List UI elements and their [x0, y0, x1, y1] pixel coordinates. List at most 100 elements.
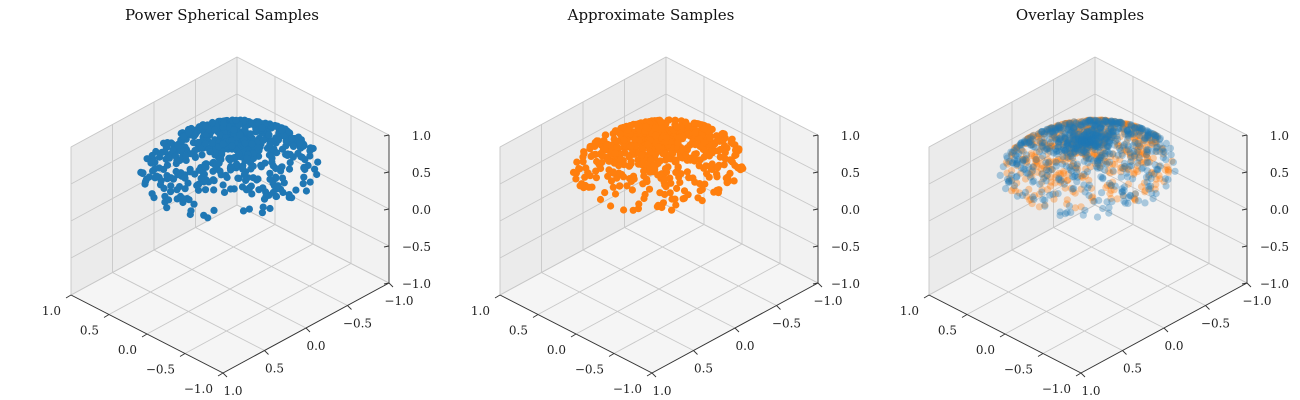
scatter-point — [1091, 122, 1099, 130]
scatter-point — [1097, 153, 1105, 161]
scatter-point — [1003, 169, 1011, 177]
scatter-point — [1082, 140, 1090, 148]
scatter-point — [1104, 120, 1112, 128]
scatter-point — [1056, 211, 1064, 219]
scatter-point — [1102, 117, 1110, 125]
scatter-point — [1146, 137, 1154, 145]
scatter-point — [1068, 154, 1077, 162]
scatter-point — [1112, 155, 1120, 163]
scatter-point — [1091, 142, 1099, 150]
scatter-point — [1052, 126, 1060, 134]
scatter-point — [1065, 148, 1074, 156]
scatter-point — [1021, 188, 1029, 196]
scatter-point — [1059, 153, 1067, 161]
scatter-point — [1075, 130, 1083, 138]
scatter-point — [1080, 128, 1088, 136]
scatter-point — [1066, 119, 1074, 127]
scatter-point — [1086, 130, 1094, 138]
scatter-point — [1022, 169, 1030, 177]
scatter-point — [1091, 121, 1099, 129]
scatter-point — [1013, 146, 1021, 154]
scatter-point — [611, 190, 620, 198]
scatter-point — [1022, 139, 1031, 148]
scatter-point — [1013, 160, 1021, 168]
scatter-point — [1089, 193, 1097, 201]
scatter-point — [1107, 117, 1115, 125]
scatter-point — [674, 139, 682, 147]
scatter-point — [1054, 121, 1063, 129]
scatter-point — [1060, 133, 1068, 141]
z-tick-label: −0.5 — [1260, 240, 1289, 254]
scatter-point — [1067, 152, 1075, 160]
scatter-point — [1073, 142, 1081, 150]
scatter-point — [1146, 130, 1155, 138]
scatter-point — [1070, 144, 1078, 152]
scatter-point — [1043, 166, 1051, 174]
scatter-point — [1141, 188, 1149, 196]
scatter-point — [1073, 178, 1081, 186]
scatter-point — [1116, 118, 1125, 126]
scatter-point — [1094, 117, 1103, 125]
scatter-point — [1090, 125, 1099, 133]
subplot-title: Power Spherical Samples — [125, 6, 319, 24]
scatter-point — [1082, 154, 1090, 162]
scatter-point — [1084, 143, 1092, 151]
scatter-point — [1087, 134, 1095, 142]
scatter-point — [1078, 136, 1086, 144]
scatter-point — [1079, 141, 1087, 150]
scatter-point — [1086, 135, 1094, 143]
scatter-point — [1098, 116, 1106, 124]
scatter-point — [1025, 134, 1033, 142]
scatter-point — [1044, 158, 1052, 167]
scatter-point — [1105, 129, 1113, 137]
scatter-point — [1086, 138, 1094, 146]
scatter-point — [1151, 138, 1159, 146]
scatter-point — [1043, 172, 1051, 180]
scatter-point — [201, 186, 210, 194]
scatter-point — [1056, 208, 1064, 216]
scatter-point — [1081, 188, 1089, 196]
scatter-point — [1148, 139, 1156, 147]
scatter-point — [1134, 168, 1142, 176]
scatter-point — [1137, 125, 1145, 133]
scatter-point — [288, 134, 296, 143]
scatter-point — [1078, 137, 1086, 145]
scatter-point — [1040, 133, 1048, 141]
scatter-point — [1050, 129, 1058, 137]
scatter-point — [1085, 124, 1093, 132]
scatter-point — [1101, 149, 1109, 158]
scatter-point — [216, 167, 224, 175]
scatter-point — [1094, 120, 1102, 128]
scatter-point — [1132, 143, 1140, 151]
scatter-point — [1163, 163, 1171, 171]
scatter-point — [1085, 138, 1093, 146]
scatter-point — [228, 142, 236, 150]
scatter-point — [1048, 128, 1056, 136]
scatter-point — [1054, 138, 1062, 146]
scatter-point — [1058, 160, 1067, 168]
scatter-point — [1078, 118, 1086, 126]
scatter-point — [1111, 141, 1119, 149]
scatter-point — [1083, 132, 1091, 140]
scatter-point — [615, 169, 623, 177]
scatter-point — [579, 158, 587, 166]
scatter-point — [1080, 119, 1088, 127]
scatter-point — [1070, 140, 1078, 148]
scatter-point — [1087, 155, 1095, 163]
scatter-point — [1122, 120, 1130, 128]
scatter-point — [1018, 139, 1026, 147]
scatter-point — [1028, 141, 1036, 149]
scatter-point — [1026, 170, 1034, 178]
scatter-point — [209, 176, 217, 184]
scatter-point — [1156, 148, 1164, 156]
scatter-point — [1079, 143, 1087, 151]
scatter-point — [668, 206, 676, 214]
scatter-point — [157, 177, 165, 185]
scatter-point — [1088, 133, 1096, 141]
scatter-point — [1015, 141, 1023, 149]
scatter-point — [591, 142, 599, 150]
scatter-point — [1011, 144, 1019, 152]
scatter-point — [1131, 135, 1139, 144]
x-tick-label: 1.0 — [900, 304, 919, 318]
scatter-point — [1086, 132, 1094, 140]
